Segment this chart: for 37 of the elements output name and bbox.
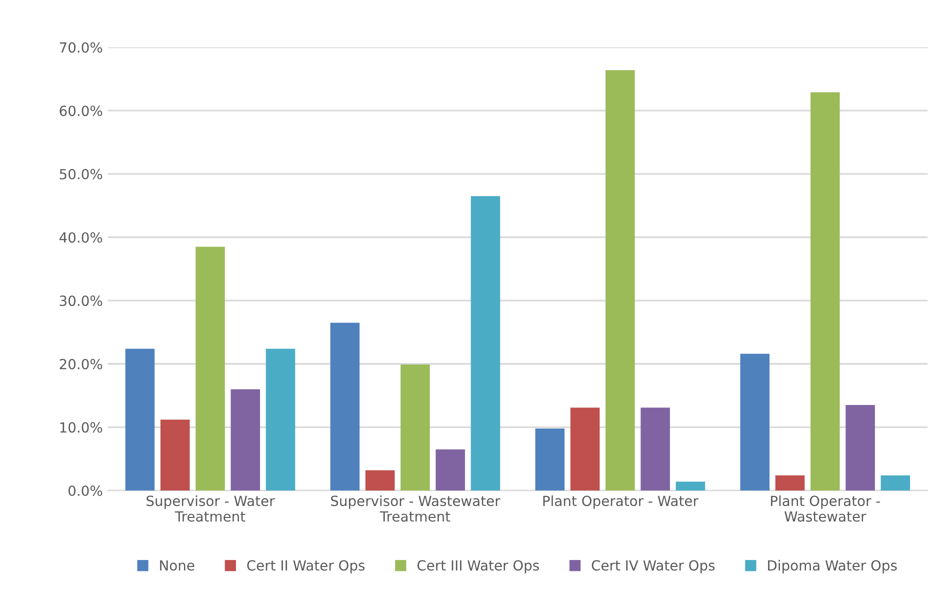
y-tick-label: 10.0% [60, 422, 102, 433]
x-tick-label: Plant Operator - Wastewater [771, 495, 880, 522]
bar [266, 348, 296, 491]
bar [676, 482, 706, 491]
legend-label: Cert II Water Ops [247, 560, 365, 574]
bar [230, 389, 260, 491]
x-tick-label: Plant Operator - Water [543, 495, 698, 509]
bar [570, 408, 600, 491]
y-tick-label: 50.0% [60, 168, 102, 180]
bar [740, 354, 770, 491]
y-tick-label: 40.0% [59, 232, 102, 243]
x-tick-label: Supervisor - Wastewater Treatment [331, 495, 500, 522]
bar [880, 475, 910, 491]
legend-label: Dipoma Water Ops [768, 560, 897, 574]
bar [535, 428, 565, 491]
bar [846, 405, 875, 491]
bar [400, 364, 430, 491]
bar [470, 196, 500, 491]
bar [810, 92, 840, 491]
y-tick-label: 0.0% [68, 486, 102, 496]
y-tick-label: 20.0% [60, 358, 102, 370]
x-tick-label: Supervisor - Water Treatment [146, 495, 275, 522]
bar [160, 420, 190, 491]
legend-label: None [160, 560, 194, 571]
legend-label: Cert IV Water Ops [592, 560, 715, 574]
bar [606, 70, 635, 491]
y-tick-label: 60.0% [60, 106, 102, 116]
bar [436, 449, 465, 491]
bar [125, 348, 155, 491]
bar [196, 246, 225, 491]
y-tick-label: 70.0% [60, 42, 102, 53]
y-tick-label: 30.0% [60, 296, 102, 306]
bar [775, 475, 805, 491]
bar [640, 408, 670, 491]
legend-label: Cert III Water Ops [417, 560, 539, 574]
bar [365, 470, 395, 491]
bar [330, 322, 360, 491]
